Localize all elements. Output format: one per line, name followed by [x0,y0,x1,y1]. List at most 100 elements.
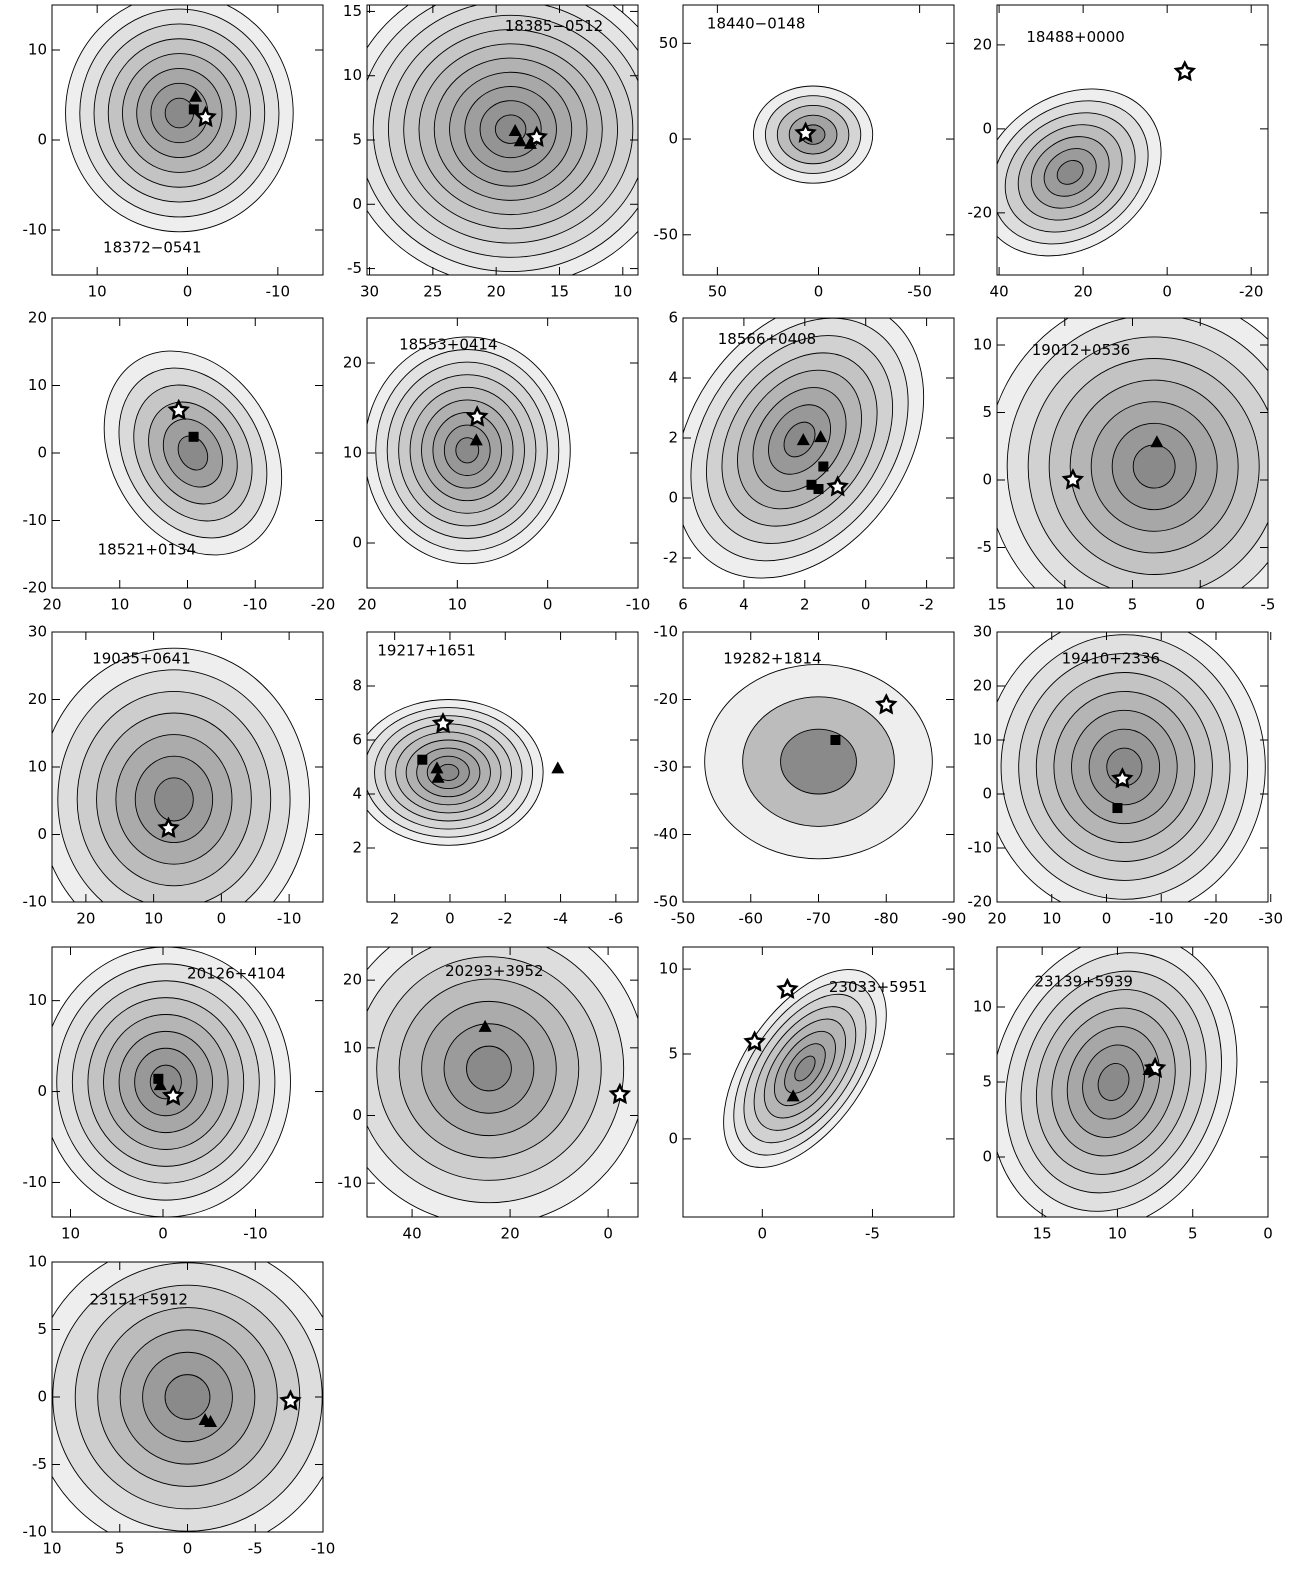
y-tick-label: -2 [663,549,678,567]
x-tick-label: -6 [608,910,623,928]
x-tick-label: 10 [1108,1225,1127,1243]
x-tick-label: 0 [158,1225,168,1243]
y-tick-label: 30 [28,623,47,641]
x-tick-label: -90 [942,910,967,928]
y-tick-label: -5 [32,1455,47,1473]
y-tick-label: 5 [352,131,362,149]
x-tick-label: 20 [1074,283,1093,301]
y-tick-label: -10 [338,1174,363,1192]
figure: 100-10-1001018372−05413025201510-5051015… [0,0,1300,1575]
panel-title: 19282+1814 [723,650,821,668]
contour-level [466,1046,511,1091]
x-tick-label: -4 [553,910,568,928]
contour-level [781,729,857,794]
contours [753,86,872,183]
y-tick-label: 10 [973,998,992,1016]
y-tick-label: -30 [654,758,679,776]
panel: 20100-10-20-20-100102018521+0134 [23,309,336,614]
x-tick-label: 0 [758,1225,768,1243]
x-tick-label: -80 [874,910,899,928]
contours [41,947,290,1217]
panel-title: 20126+4104 [187,965,285,983]
panel-title: 19217+1651 [377,641,475,659]
square-marker [830,735,840,745]
x-tick-label: -30 [1258,910,1283,928]
y-tick-label: 10 [343,444,362,462]
y-tick-label: 10 [973,731,992,749]
y-tick-label: 0 [37,131,47,149]
y-tick-label: 0 [352,1106,362,1124]
x-tick-label: 10 [110,596,129,614]
y-tick-label: 20 [343,354,362,372]
x-tick-label: 10 [61,1225,80,1243]
y-tick-label: -40 [654,825,679,843]
x-tick-label: 20 [501,1225,520,1243]
x-tick-label: 10 [42,1540,61,1558]
x-tick-label: 0 [861,596,871,614]
panel-title: 18488+0000 [1026,28,1124,46]
y-tick-label: -50 [654,225,679,243]
x-tick-label: -10 [243,1225,268,1243]
x-tick-label: 0 [1102,910,1112,928]
y-tick-label: 0 [982,785,992,803]
y-tick-label: -20 [968,893,993,911]
y-tick-label: 20 [28,690,47,708]
y-tick-label: -20 [968,203,993,221]
contour-level [165,1375,210,1420]
panel-title: 19012+0536 [1032,341,1130,359]
x-tick-label: -10 [277,910,302,928]
y-tick-label: 10 [343,66,362,84]
y-tick-label: -10 [968,839,993,857]
y-tick-label: 10 [973,336,992,354]
y-tick-label: 10 [28,758,47,776]
x-tick-label: 0 [1162,283,1172,301]
y-tick-label: -20 [654,690,679,708]
x-tick-label: 4 [739,596,749,614]
y-tick-label: 4 [668,369,678,387]
x-tick-label: 10 [1042,910,1061,928]
x-tick-label: 40 [403,1225,422,1243]
x-tick-label: 5 [1188,1225,1198,1243]
x-tick-label: -10 [243,596,268,614]
x-tick-label: 20 [357,596,376,614]
x-tick-label: 10 [1055,596,1074,614]
x-tick-label: -20 [1239,283,1264,301]
y-tick-label: 20 [973,677,992,695]
y-tick-label: 0 [668,489,678,507]
y-tick-label: 0 [982,119,992,137]
x-tick-label: -10 [626,596,651,614]
y-tick-label: 0 [37,444,47,462]
x-tick-label: 5 [115,1540,125,1558]
panel-title: 18553+0414 [399,336,497,354]
contour-level [155,778,194,821]
y-tick-label: -20 [23,579,48,597]
panel: 20100-100102018553+0414 [343,318,650,614]
y-tick-label: 6 [668,309,678,327]
y-tick-label: 20 [973,35,992,53]
contours [947,55,1194,291]
x-tick-label: 20 [987,910,1006,928]
panel-title: 18385−0512 [505,17,603,35]
square-marker [189,432,199,442]
panel-title: 19035+0641 [92,650,190,668]
x-tick-label: 2 [390,910,400,928]
x-tick-label: -50 [671,910,696,928]
y-tick-label: 20 [343,971,362,989]
y-tick-label: 30 [973,623,992,641]
y-tick-label: 0 [37,1388,47,1406]
x-tick-label: -5 [1261,596,1276,614]
y-tick-label: -5 [347,259,362,277]
y-tick-label: 0 [668,130,678,148]
x-tick-label: -20 [1204,910,1229,928]
contours [332,912,646,1225]
y-tick-label: 5 [982,403,992,421]
y-tick-label: 0 [668,1129,678,1147]
panel-title: 18440−0148 [707,14,805,32]
